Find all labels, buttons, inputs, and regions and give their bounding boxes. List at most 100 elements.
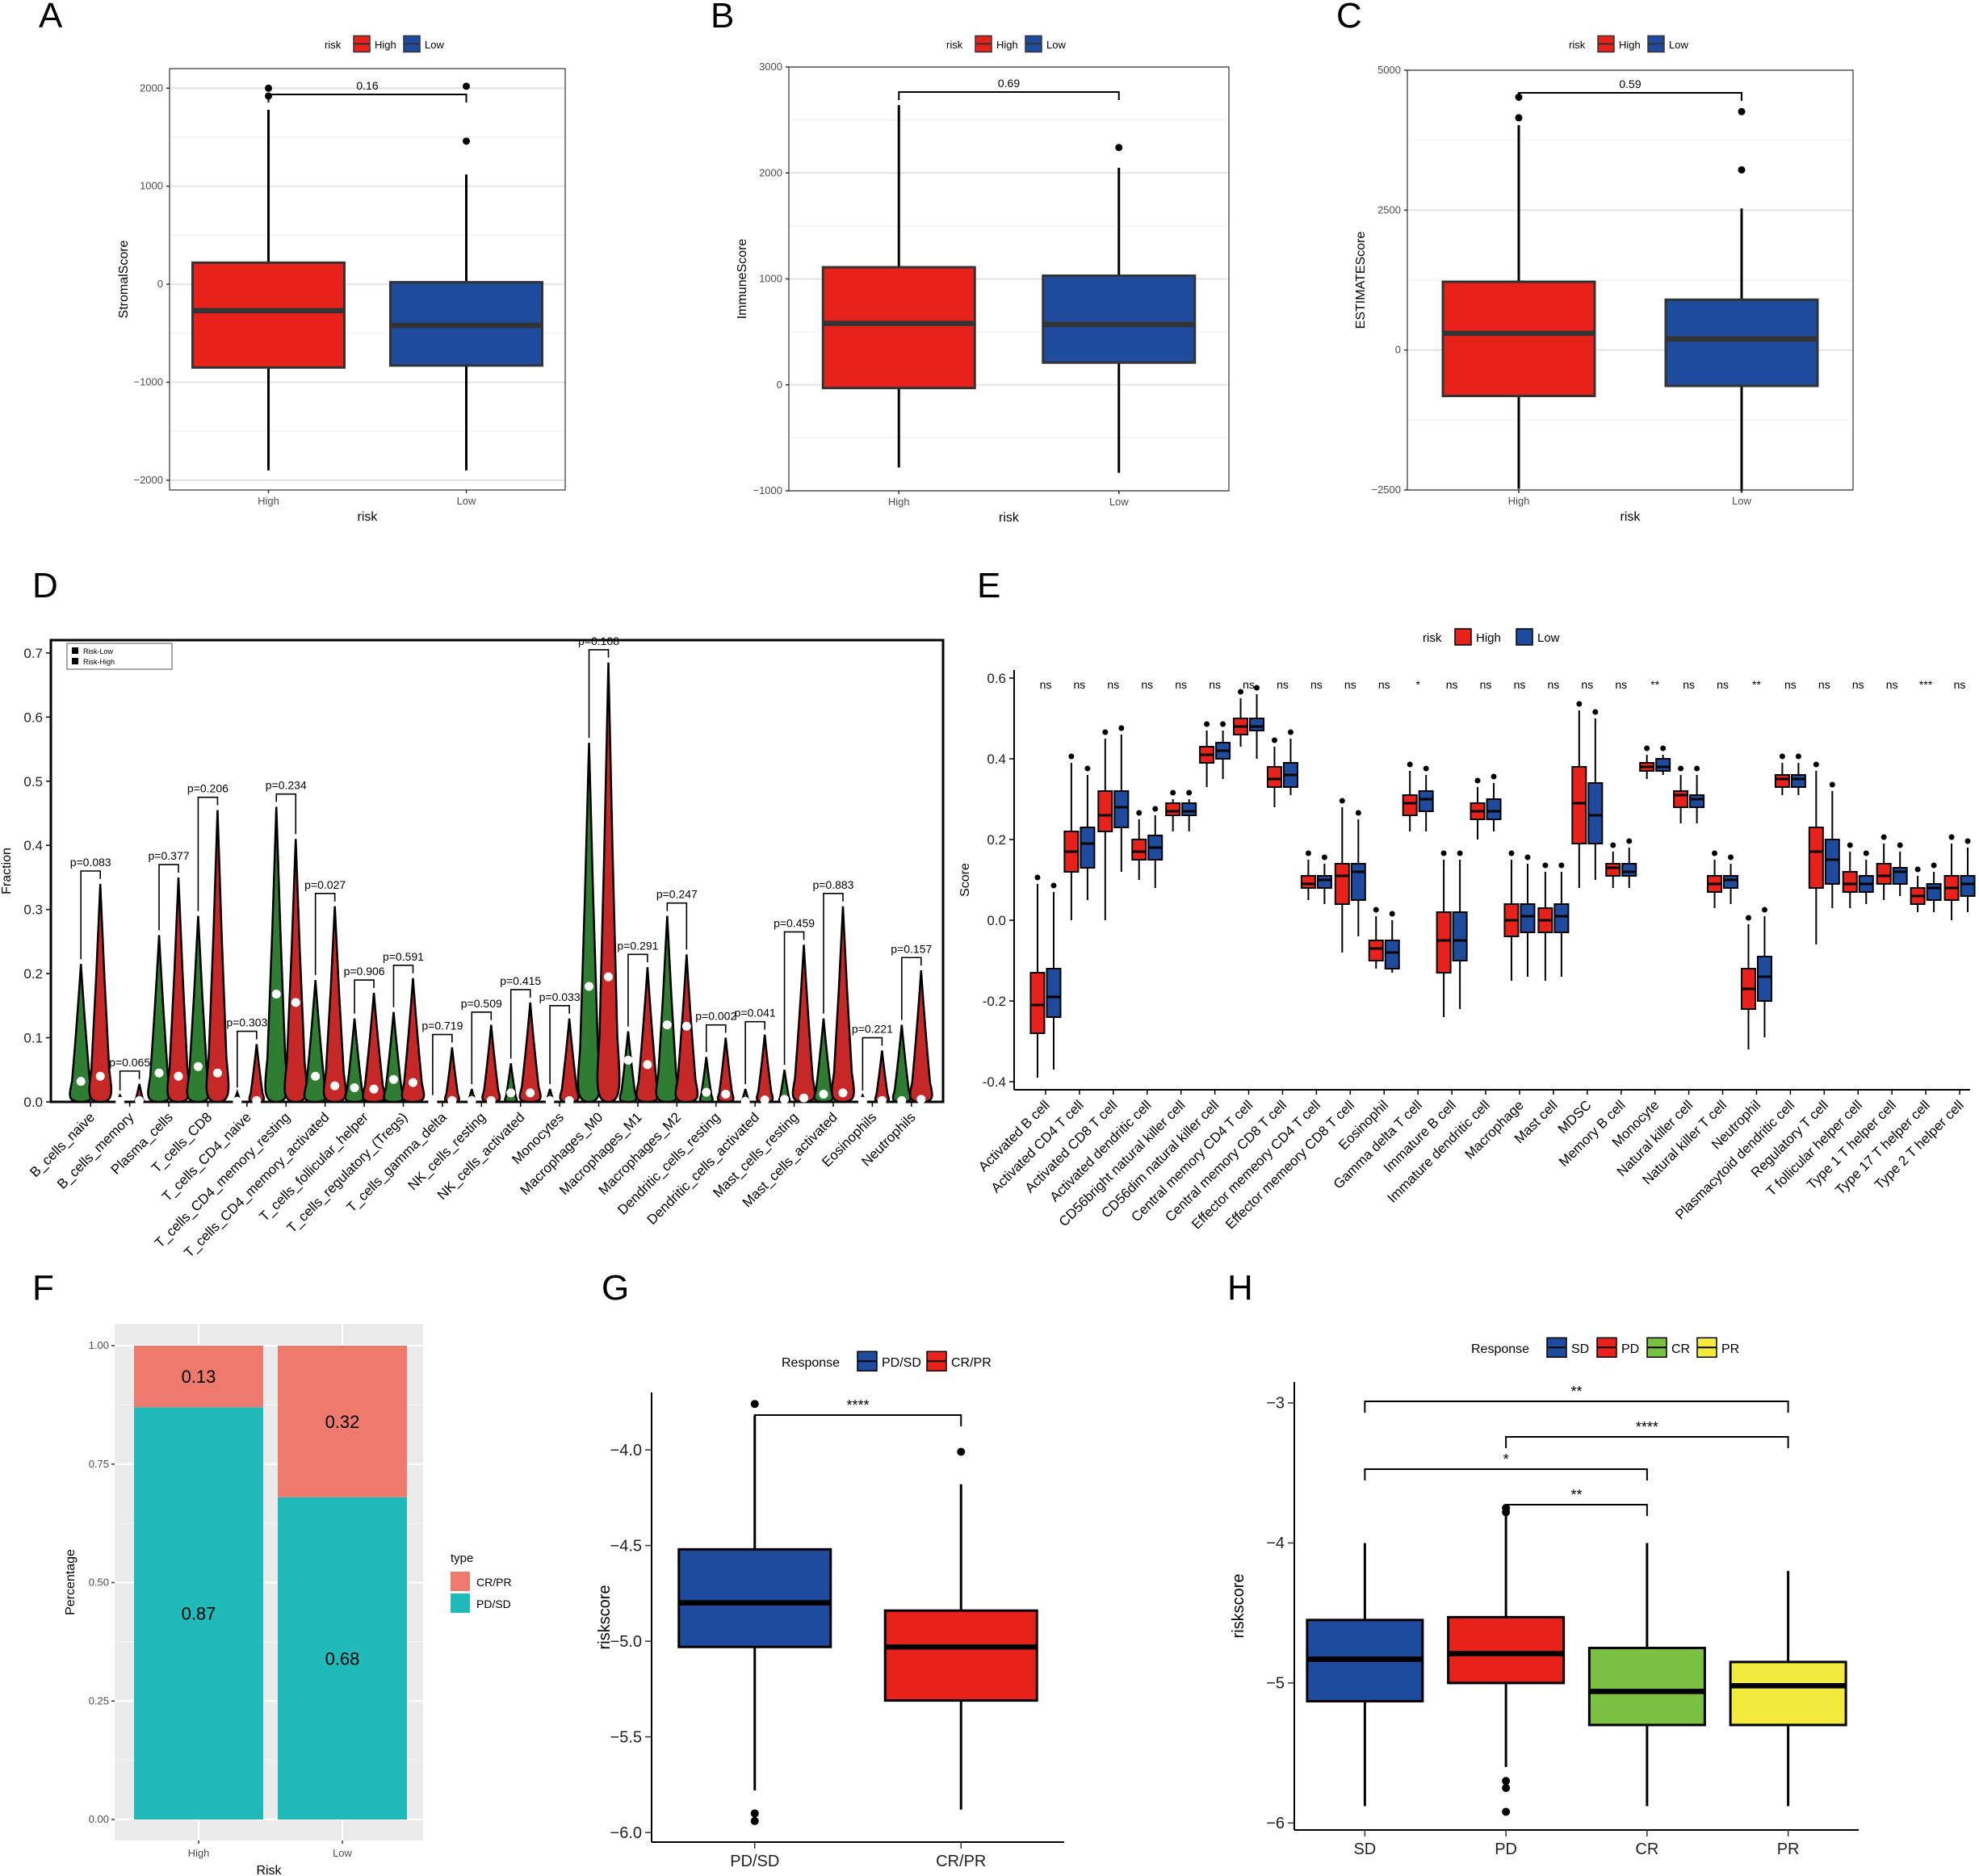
outlier-point [1118,725,1125,731]
y-tick-label: 0.1 [23,1031,43,1046]
y-axis-title: riskscore [596,1585,614,1649]
box-body [1520,903,1536,933]
outlier-point [1795,753,1801,760]
plot-border [1407,69,1854,491]
legend-label: PD [1621,1342,1639,1356]
p-value-label: p=0.459 [774,916,815,929]
box-body [1181,802,1197,816]
y-tick-label: 0 [1395,344,1401,356]
box-body [1097,790,1113,832]
p-value-label: p=0.206 [187,782,229,795]
x-axis-title: risk [999,511,1020,525]
violin-median-point [174,1071,183,1081]
significance-label: ns [1784,678,1797,691]
significance-label: * [1415,678,1420,691]
outlier-point [1592,709,1599,715]
x-tick-label: High [188,1847,210,1859]
p-value-label: p=0.883 [812,878,853,891]
violin-median-point [760,1095,769,1105]
p-value-bracket [783,931,805,1066]
violin-median-point [311,1071,321,1081]
significance-label: ns [1344,678,1356,691]
y-tick-label: −4.0 [610,1442,642,1459]
violin-median-point [702,1087,711,1097]
violin-median-point [154,1068,164,1078]
violin-shape [88,883,113,1103]
box-body [1402,794,1418,816]
box-body [1113,790,1130,828]
panel-label-D: D [32,566,58,605]
outlier-point [1880,834,1887,840]
box-body [1571,766,1587,844]
p-value-bracket [666,902,688,950]
box-body [1266,766,1282,788]
legend-swatch [1516,628,1533,646]
legend-title: risk [1569,39,1586,51]
violin-median-point [135,1095,145,1105]
significance-label: ns [1954,678,1966,691]
violin-median-point [799,1093,809,1103]
legend-label: CR/PR [951,1356,992,1370]
p-value-bracket [549,1005,570,1085]
violin-shape [147,935,171,1103]
box-body [1605,863,1621,877]
violin-shape [264,806,289,1103]
y-tick-label: 0.2 [987,832,1006,848]
x-tick-label: High [258,495,279,507]
significance-label: ns [1446,678,1458,691]
box-body [1892,867,1908,885]
y-tick-label: −4.5 [610,1537,642,1555]
outlier-point [1738,107,1746,115]
y-tick-label: −3 [1266,1395,1285,1413]
chart-F: 0.00 0.25 0.50 0.75 1.00 0.87 0.13 High 0.68 0.32… [64,1324,512,1876]
outlier-point [750,1809,759,1818]
violin-median-point [585,982,594,991]
violin-median-point [819,1089,828,1099]
y-axis-title: ESTIMATEScore [1354,232,1368,329]
outlier-point [1813,761,1819,768]
x-tick-label: PD/SD [730,1853,779,1870]
violin-median-point [95,1071,105,1081]
outlier-point [1152,806,1159,812]
violin-shape [577,743,602,1103]
comparison-label: **** [1636,1419,1658,1435]
outlier-point [1515,93,1523,101]
violin-median-point [916,1095,926,1104]
box-PD/SD [677,1547,832,1648]
p-value-label: p=0.377 [149,849,190,862]
y-tick-label: 0.4 [987,752,1006,767]
legend-swatch [451,1572,470,1591]
box-body [1673,790,1689,808]
violin-median-point [271,990,281,999]
significance-label: ns [1073,678,1085,691]
x-axis-title: risk [358,510,379,524]
box-body [1553,903,1570,933]
box-body [1334,863,1350,905]
violin-shape [383,1011,405,1103]
violin-shape [618,1031,638,1103]
violin-median-point [857,1096,867,1106]
y-tick-label: 0 [157,278,163,290]
x-tick-label: CR [1635,1840,1658,1858]
box-body [1418,790,1434,812]
legend-swatch [451,1593,470,1613]
violin-shape [69,964,94,1103]
y-tick-label: −1000 [753,484,782,496]
y-tick-label: -0.4 [983,1074,1006,1090]
y-tick-label: 2000 [759,166,782,178]
y-tick-label: 0.3 [23,902,43,918]
box-PD [1447,1615,1566,1685]
violin-median-point [662,1020,672,1030]
p-value-bracket [901,957,922,1020]
p-value-label: p=0.591 [383,950,424,963]
bar-segment-label: 0.87 [182,1604,216,1624]
legend-swatch [72,647,78,654]
outlier-point [957,1447,966,1456]
p-value-label: p=0.221 [852,1023,893,1036]
box-body [1774,774,1790,788]
violin-shape [400,978,426,1103]
box-PR [1729,1660,1847,1727]
comparison-label: 0.59 [1619,77,1641,90]
outlier-point [1254,685,1260,691]
p-value-bracket [392,964,414,1007]
